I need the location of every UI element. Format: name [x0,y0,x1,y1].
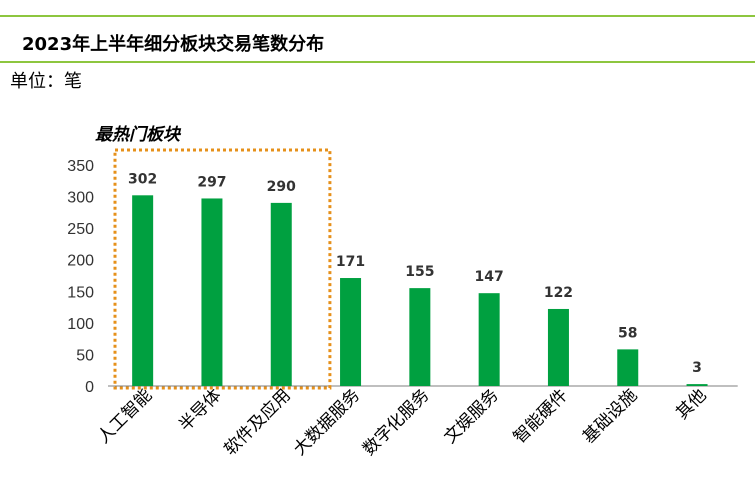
x-tick-label: 智能硬件 [510,385,572,447]
data-label: 155 [405,264,434,280]
x-tick-label: 数字化服务 [359,385,433,459]
bar [340,278,362,386]
bar [617,349,639,386]
y-tick-label: 300 [67,190,94,207]
x-tick-label: 软件及应用 [221,385,295,459]
y-tick-label: 250 [67,221,94,238]
data-label: 147 [475,269,504,285]
bar [201,198,223,386]
y-tick-label: 200 [67,253,94,270]
bar [409,288,431,386]
x-tick-label: 文娱服务 [440,385,502,447]
unit-label: 单位：笔 [10,71,82,92]
y-tick-label: 150 [67,284,94,301]
data-label: 297 [197,174,226,190]
x-tick-label: 其他 [672,385,710,423]
x-tick-label: 半导体 [175,385,225,435]
page-title: 2023年上半年细分板块交易笔数分布 [22,34,325,55]
data-label: 3 [692,360,702,376]
y-tick-label: 50 [76,347,94,364]
title-rule [0,61,755,63]
data-label: 122 [544,285,573,301]
bar [478,293,500,386]
bar [547,308,569,386]
data-label: 58 [618,325,637,341]
bar [686,384,708,386]
x-tick-label: 基础设施 [579,385,641,447]
y-tick-label: 0 [85,379,94,396]
x-tick-label: 大数据服务 [290,385,364,459]
y-tick-label: 100 [67,316,94,333]
data-label: 290 [267,179,296,195]
hot-sector-box [113,148,332,390]
x-tick-label: 人工智能 [94,385,156,447]
data-label: 171 [336,254,365,270]
top-rule [0,15,755,17]
y-tick-label: 350 [67,158,94,175]
data-label: 302 [128,171,157,187]
hot-sector-label: 最热门板块 [95,125,182,145]
bar [132,195,154,386]
bar [270,202,292,386]
